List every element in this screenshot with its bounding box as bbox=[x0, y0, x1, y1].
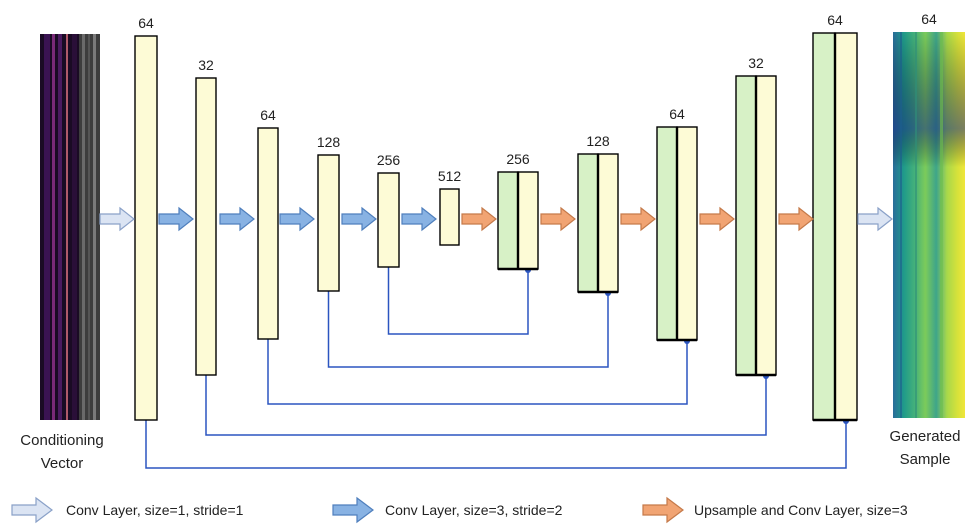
layer-block-6: 512 bbox=[438, 168, 462, 246]
layer-block-10: 32 bbox=[735, 55, 777, 377]
layer-label-1: 64 bbox=[138, 15, 154, 31]
layer-label-6: 512 bbox=[438, 168, 462, 184]
flow-arrow-10-upsample bbox=[699, 206, 735, 232]
flow-arrow-5-conv-3x3 bbox=[341, 206, 377, 232]
flow-arrow-9-upsample bbox=[620, 206, 656, 232]
flow-arrow-11-upsample bbox=[778, 206, 814, 232]
skip-connection-1 bbox=[387, 267, 531, 335]
output-channel-label: 64 bbox=[921, 11, 937, 27]
legend-arrow-conv-3x3 bbox=[332, 496, 374, 524]
input-label-line1: Conditioning bbox=[20, 432, 103, 449]
layer-block-1: 64 bbox=[134, 15, 158, 421]
flow-arrow-2-conv-3x3 bbox=[158, 206, 194, 232]
flow-arrow-4-conv-3x3 bbox=[279, 206, 315, 232]
generated-sample-image bbox=[893, 32, 965, 418]
layer-label-5: 256 bbox=[377, 152, 401, 168]
layer-label-2: 32 bbox=[198, 57, 214, 73]
layer-block-6-body bbox=[439, 188, 460, 246]
layer-label-9: 64 bbox=[669, 106, 685, 122]
layer-block-3-body bbox=[257, 127, 279, 340]
flow-arrow-7-upsample bbox=[461, 206, 497, 232]
skip-connection-2 bbox=[327, 290, 611, 368]
legend-item-conv-3x3: Conv Layer, size=3, stride=2 bbox=[332, 496, 563, 524]
conditioning-vector-image bbox=[40, 34, 100, 420]
layer-block-4: 128 bbox=[317, 134, 341, 292]
legend-arrow-upsample bbox=[642, 496, 684, 524]
flow-arrows bbox=[99, 206, 893, 232]
legend-label-upsample: Upsample and Conv Layer, size=3 bbox=[694, 502, 908, 518]
layer-block-7-skip bbox=[517, 171, 539, 270]
layer-label-4: 128 bbox=[317, 134, 341, 150]
layer-block-8-upsampled bbox=[577, 153, 599, 293]
flow-arrow-8-upsample bbox=[540, 206, 576, 232]
input-label-line2: Vector bbox=[41, 455, 84, 472]
layer-block-9-upsampled bbox=[656, 126, 678, 341]
layer-block-11-upsampled bbox=[812, 32, 836, 421]
layer-block-1-body bbox=[134, 35, 158, 421]
layer-block-5-body bbox=[377, 172, 400, 268]
layer-block-3: 64 bbox=[257, 107, 279, 340]
flow-arrow-12-conv-1x1 bbox=[857, 206, 893, 232]
legend-arrow-conv-1x1 bbox=[11, 496, 53, 524]
layer-block-8-skip bbox=[597, 153, 619, 293]
layer-label-11: 64 bbox=[827, 12, 843, 28]
legend-label-conv-1x1: Conv Layer, size=1, stride=1 bbox=[66, 502, 244, 518]
layer-label-10: 32 bbox=[748, 55, 764, 71]
layer-block-10-skip bbox=[755, 75, 777, 376]
flow-arrow-6-conv-3x3 bbox=[401, 206, 437, 232]
layer-block-11: 64 bbox=[812, 12, 858, 422]
skip-connection-3 bbox=[267, 338, 690, 405]
skip-connection-5 bbox=[145, 418, 849, 469]
layer-block-9: 64 bbox=[656, 106, 698, 342]
legend-item-conv-1x1: Conv Layer, size=1, stride=1 bbox=[11, 496, 244, 524]
legend: Conv Layer, size=1, stride=1 Conv Layer,… bbox=[11, 496, 908, 524]
layer-block-11-skip bbox=[834, 32, 858, 421]
output-label-line1: Generated bbox=[890, 428, 961, 445]
layer-label-7: 256 bbox=[506, 151, 530, 167]
skip-connections bbox=[145, 267, 849, 469]
layer-block-5: 256 bbox=[377, 152, 401, 268]
layer-block-8: 128 bbox=[577, 133, 619, 294]
layer-block-2-body bbox=[195, 77, 217, 376]
layer-block-10-upsampled bbox=[735, 75, 757, 376]
layer-blocks: 64 32 64 128 256 512 256 128 64 32 64 bbox=[134, 12, 858, 422]
layer-block-7: 256 bbox=[497, 151, 539, 271]
layer-block-4-body bbox=[317, 154, 340, 292]
flow-arrow-1-conv-1x1 bbox=[99, 206, 135, 232]
layer-block-2: 32 bbox=[195, 57, 217, 376]
output-label-line2: Sample bbox=[900, 451, 951, 468]
legend-item-upsample: Upsample and Conv Layer, size=3 bbox=[642, 496, 908, 524]
legend-label-conv-3x3: Conv Layer, size=3, stride=2 bbox=[385, 502, 563, 518]
layer-label-8: 128 bbox=[586, 133, 610, 149]
layer-label-3: 64 bbox=[260, 107, 276, 123]
layer-block-7-upsampled bbox=[497, 171, 519, 270]
flow-arrow-3-conv-3x3 bbox=[219, 206, 255, 232]
layer-block-9-skip bbox=[676, 126, 698, 341]
